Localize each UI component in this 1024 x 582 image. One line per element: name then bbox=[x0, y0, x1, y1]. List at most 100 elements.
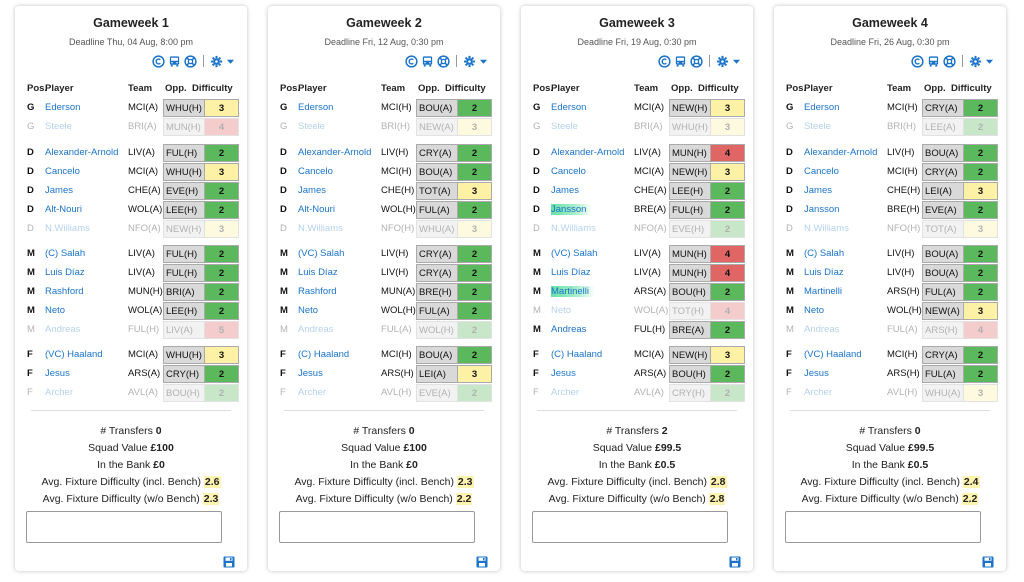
player-name-link[interactable]: Rashford bbox=[45, 286, 84, 297]
save-icon[interactable] bbox=[223, 555, 235, 568]
player-name-link[interactable]: (VC) Salah bbox=[298, 248, 345, 259]
gear-icon[interactable] bbox=[463, 55, 476, 68]
player-name-link[interactable]: N.Williams bbox=[804, 223, 849, 234]
player-name-link[interactable]: Archer bbox=[45, 387, 73, 398]
player-name-link[interactable]: Archer bbox=[804, 387, 832, 398]
save-icon[interactable] bbox=[982, 555, 994, 568]
player-name-link[interactable]: N.Williams bbox=[551, 223, 596, 234]
copyright-icon[interactable] bbox=[405, 54, 418, 68]
player-name-link[interactable]: Jesus bbox=[45, 368, 70, 379]
player-name-link[interactable]: N.Williams bbox=[45, 223, 90, 234]
lifebuoy-icon[interactable] bbox=[184, 54, 197, 68]
lifebuoy-icon[interactable] bbox=[437, 54, 450, 68]
player-name-link[interactable]: (C) Salah bbox=[804, 248, 845, 259]
player-name-link[interactable]: Andreas bbox=[45, 324, 81, 335]
player-name-link[interactable]: James bbox=[551, 185, 579, 196]
player-name-link[interactable]: Alexander-Arnold bbox=[298, 147, 372, 158]
player-row: G Ederson MCI(H) CRY(A) 2 bbox=[774, 99, 1006, 117]
player-name-link[interactable]: Archer bbox=[298, 387, 326, 398]
player-name-link[interactable]: N.Williams bbox=[298, 223, 343, 234]
player-name-link[interactable]: Ederson bbox=[551, 102, 587, 113]
player-name-link[interactable]: (C) Haaland bbox=[551, 349, 603, 360]
player-name-link[interactable]: Martinelli bbox=[551, 286, 596, 297]
player-name-link[interactable]: Ederson bbox=[45, 102, 81, 113]
player-name-link[interactable]: Luis Díaz bbox=[45, 267, 85, 278]
difficulty-cell: 3 bbox=[964, 220, 998, 238]
difficulty-cell: 3 bbox=[458, 220, 492, 238]
gameweek-card: Gameweek 2 Deadline Fri, 12 Aug, 0:30 pm … bbox=[268, 6, 500, 571]
copyright-icon[interactable] bbox=[911, 54, 924, 68]
player-name-link[interactable]: Steele bbox=[551, 121, 578, 132]
bus-icon[interactable] bbox=[674, 55, 687, 68]
notes-textarea[interactable] bbox=[532, 511, 728, 543]
player-name-link[interactable]: Andreas bbox=[804, 324, 840, 335]
player-name-link[interactable]: Alexander-Arnold bbox=[45, 147, 119, 158]
player-name-link[interactable]: Alexander-Arnold bbox=[551, 147, 625, 158]
opponent-cell: WHU(H) bbox=[163, 99, 205, 117]
player-name-link[interactable]: Luis Díaz bbox=[551, 267, 591, 278]
player-name-link[interactable]: Alt-Nouri bbox=[298, 204, 335, 215]
player-name-link[interactable]: Jansson bbox=[551, 204, 593, 215]
player-name-link[interactable]: Steele bbox=[804, 121, 831, 132]
player-name-link[interactable]: Jesus bbox=[804, 368, 829, 379]
player-name-link[interactable]: Neto bbox=[804, 305, 825, 316]
notes-textarea[interactable] bbox=[26, 511, 222, 543]
player-name-link[interactable]: Steele bbox=[298, 121, 325, 132]
copyright-icon[interactable] bbox=[658, 54, 671, 68]
gear-icon[interactable] bbox=[210, 55, 223, 68]
bus-icon[interactable] bbox=[927, 55, 940, 68]
player-name-link[interactable]: Alt-Nouri bbox=[45, 204, 82, 215]
player-name-link[interactable]: Jesus bbox=[298, 368, 323, 379]
player-name-link[interactable]: Ederson bbox=[298, 102, 334, 113]
save-icon[interactable] bbox=[729, 555, 741, 568]
player-name-link[interactable]: James bbox=[804, 185, 832, 196]
player-name-link[interactable]: Andreas bbox=[551, 324, 587, 335]
player-name-link[interactable]: Jansson bbox=[804, 204, 840, 215]
notes-textarea[interactable] bbox=[279, 511, 475, 543]
copyright-icon[interactable] bbox=[152, 54, 165, 68]
player-name-link[interactable]: Cancelo bbox=[298, 166, 333, 177]
opponent-cell: WHU(A) bbox=[416, 220, 458, 238]
player-name-link[interactable]: Alexander-Arnold bbox=[804, 147, 878, 158]
player-name-link[interactable]: Cancelo bbox=[45, 166, 80, 177]
player-name-link[interactable]: Cancelo bbox=[804, 166, 839, 177]
caret-down-icon[interactable] bbox=[226, 57, 235, 66]
bus-icon[interactable] bbox=[168, 55, 181, 68]
caret-down-icon[interactable] bbox=[732, 57, 741, 66]
player-row: D Cancelo MCI(H) BOU(A) 2 bbox=[268, 163, 500, 181]
player-name-link[interactable]: Ederson bbox=[804, 102, 840, 113]
notes-textarea[interactable] bbox=[785, 511, 981, 543]
player-name-link[interactable]: Cancelo bbox=[551, 166, 586, 177]
gear-icon[interactable] bbox=[716, 55, 729, 68]
opponent-cell: NEW(A) bbox=[922, 302, 964, 320]
player-name-link[interactable]: James bbox=[45, 185, 73, 196]
player-name-link[interactable]: Luis Díaz bbox=[298, 267, 338, 278]
player-name-link[interactable]: Neto bbox=[298, 305, 319, 316]
lifebuoy-icon[interactable] bbox=[943, 54, 956, 68]
player-name-link[interactable]: Steele bbox=[45, 121, 72, 132]
player-name-link[interactable]: Martinelli bbox=[804, 286, 843, 297]
player-name-link[interactable]: Neto bbox=[45, 305, 66, 316]
player-name-link[interactable]: (VC) Haaland bbox=[45, 349, 103, 360]
player-name-link[interactable]: Luis Díaz bbox=[804, 267, 844, 278]
caret-down-icon[interactable] bbox=[985, 57, 994, 66]
player-name-link[interactable]: Jesus bbox=[551, 368, 576, 379]
player-team: MCI(A) bbox=[634, 102, 665, 113]
lifebuoy-icon[interactable] bbox=[690, 54, 703, 68]
player-name-link[interactable]: (VC) Haaland bbox=[804, 349, 862, 360]
player-name-link[interactable]: (VC) Salah bbox=[551, 248, 598, 259]
player-position: M bbox=[27, 324, 35, 335]
avg-difficulty-incl-stat: Avg. Fixture Difficulty (incl. Bench) 2.… bbox=[774, 476, 1006, 488]
player-name-link[interactable]: Rashford bbox=[298, 286, 337, 297]
caret-down-icon[interactable] bbox=[479, 57, 488, 66]
player-name-link[interactable]: Archer bbox=[551, 387, 579, 398]
player-team: WOL(A) bbox=[128, 305, 163, 316]
gear-icon[interactable] bbox=[969, 55, 982, 68]
save-icon[interactable] bbox=[476, 555, 488, 568]
bus-icon[interactable] bbox=[421, 55, 434, 68]
player-name-link[interactable]: Andreas bbox=[298, 324, 334, 335]
player-name-link[interactable]: James bbox=[298, 185, 326, 196]
player-name-link[interactable]: (C) Salah bbox=[45, 248, 86, 259]
player-name-link[interactable]: Neto bbox=[551, 305, 572, 316]
player-name-link[interactable]: (C) Haaland bbox=[298, 349, 350, 360]
